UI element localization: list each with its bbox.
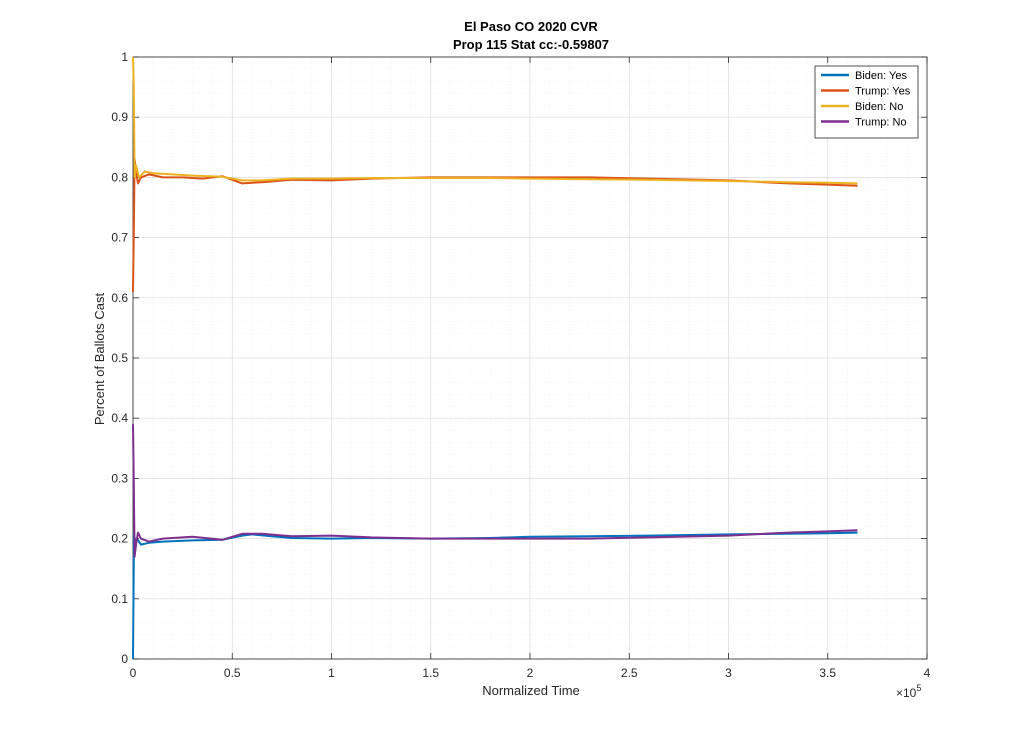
- y-tick-label: 1: [121, 50, 128, 64]
- series-group: [132, 56, 858, 660]
- series-line-3: [132, 56, 858, 185]
- legend-label: Biden: No: [855, 101, 903, 113]
- y-tick-label: 0.5: [111, 351, 128, 365]
- y-tick-label: 0.2: [111, 532, 128, 546]
- x-tick-label: 3.5: [819, 666, 836, 680]
- legend: Biden: Yes Trump: Yes Biden: No Trump: No: [814, 65, 919, 139]
- legend-label: Biden: Yes: [855, 70, 907, 82]
- x-tick-label: 1.5: [422, 666, 439, 680]
- legend-label: Trump: No: [855, 117, 907, 129]
- x-tick-label: 2.5: [621, 666, 638, 680]
- chart-title: El Paso CO 2020 CVR: [464, 19, 598, 34]
- y-tick-label: 0.3: [111, 471, 128, 485]
- y-tick-label: 0.6: [111, 291, 128, 305]
- ticks: 0 0.5 1 1.5 2 2.5 3 3.5 4 0 0.1 0.2 0.3 0.4 0.5 0.6 0.7 0…: [111, 50, 930, 680]
- chart-subtitle: Prop 115 Stat cc:-0.59807: [453, 37, 609, 52]
- legend-box: [814, 65, 919, 139]
- y-tick-label: 0.4: [111, 411, 128, 425]
- x-tick-label: 1: [328, 666, 335, 680]
- series-line-2: [132, 158, 858, 292]
- x-exponent-label: ×105: [896, 683, 921, 700]
- x-exponent-power: 5: [916, 683, 921, 693]
- x-tick-label: 4: [924, 666, 931, 680]
- y-tick-label: 0.7: [111, 231, 128, 245]
- x-tick-label: 2: [527, 666, 534, 680]
- x-tick-label: 3: [725, 666, 732, 680]
- x-tick-label: 0.5: [224, 666, 241, 680]
- series-line-1: [132, 531, 858, 660]
- y-tick-label: 0: [121, 652, 128, 666]
- y-axis-label: Percent of Ballots Cast: [92, 293, 107, 426]
- y-tick-label: 0.8: [111, 170, 128, 184]
- series-line-4: [132, 424, 858, 558]
- legend-label: Trump: Yes: [855, 86, 911, 98]
- y-tick-label: 0.9: [111, 110, 128, 124]
- x-exponent-base: ×10: [896, 686, 917, 700]
- x-axis-label: Normalized Time: [482, 683, 580, 698]
- x-tick-label: 0: [130, 666, 137, 680]
- y-tick-label: 0.1: [111, 592, 128, 606]
